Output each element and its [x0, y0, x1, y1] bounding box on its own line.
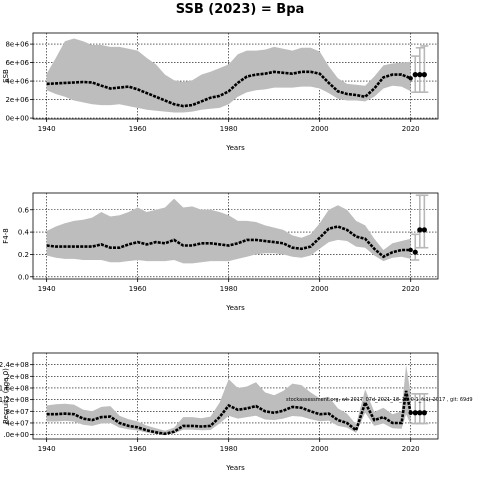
- recruitment-forecast-point: [417, 410, 423, 416]
- recruitment-xlabel: Years: [225, 464, 245, 472]
- fbar-xtick-label: 2020: [402, 285, 420, 293]
- ssb-confidence-band: [46, 38, 411, 113]
- fbar-forecast-point: [417, 227, 423, 233]
- ssb-ytick-label: 0e+00: [5, 115, 29, 123]
- fbar-xtick-label: 1980: [220, 285, 238, 293]
- ssb-xlabel: Years: [225, 144, 245, 152]
- fbar-ytick-label: 0.2: [18, 251, 29, 259]
- fbar-ytick-label: 0.4: [18, 229, 30, 237]
- fbar-estimate-line: [46, 225, 411, 259]
- recruitment-ytick-label: 1.2e+08: [0, 396, 29, 404]
- fbar-forecast-point: [421, 227, 427, 233]
- recruitment-xtick-label: 1980: [220, 445, 238, 453]
- recruitment-ytick-label: 4e+07: [5, 419, 29, 427]
- recruitment-estimate-line: [46, 390, 412, 436]
- fbar-frame: [32, 192, 439, 280]
- recruitment-xtick-label: 2020: [402, 445, 420, 453]
- fbar-confidence-band: [46, 198, 411, 264]
- recruitment-last-point: [408, 410, 413, 415]
- recruitment-forecast-point: [412, 410, 418, 416]
- fbar-xlabel: Years: [225, 304, 245, 312]
- ssb-panel: 1940 1960 1980 2000 2020 0e+00 2e+06 4e+06 6e+06…: [2, 32, 439, 152]
- recruitment-frame: [32, 352, 439, 440]
- ssb-forecast-point: [412, 72, 418, 78]
- fbar-panel: 1940 1960 1980 2000 2020 0.0 0.2 0.4 0.6 Years F4-…: [2, 192, 439, 312]
- fbar-xtick-label: 1940: [38, 285, 56, 293]
- recruitment-ytick-label: .0e+00: [3, 431, 29, 439]
- recruitment-xtick-label: 1940: [38, 445, 56, 453]
- ssb-ytick-label: 2e+06: [5, 96, 29, 104]
- fbar-last-point: [408, 247, 413, 253]
- fbar-ylabel: F4-8: [2, 228, 10, 243]
- recruitment-ylabel: Recruits (age 0): [2, 368, 10, 424]
- ssb-frame: [32, 32, 439, 120]
- fbar-xtick-label: 2000: [311, 285, 329, 293]
- recruitment-ytick-label: 2e+08: [5, 373, 29, 381]
- fbar-ytick-label: 0.6: [18, 206, 30, 214]
- ssb-forecast-point: [421, 72, 427, 78]
- fbar-forecast-point: [412, 249, 418, 255]
- ssb-xtick-label: 1940: [38, 125, 56, 133]
- recruitment-confidence-band: [46, 364, 411, 435]
- ssb-xtick-label: 2020: [402, 125, 420, 133]
- recruitment-forecast-point: [421, 410, 427, 416]
- ssb-xtick-label: 2000: [311, 125, 329, 133]
- ssb-xtick-label: 1980: [220, 125, 238, 133]
- fbar-xtick-label: 1960: [129, 285, 147, 293]
- recruitment-ytick-label: 8e+07: [5, 408, 29, 416]
- figure-title: SSB (2023) = Bpa: [176, 2, 305, 17]
- ssb-forecast-point: [417, 72, 423, 78]
- ssb-ytick-label: 8e+06: [5, 41, 29, 49]
- ssb-ylabel: SSB: [2, 69, 10, 83]
- ssb-xtick-label: 1960: [129, 125, 147, 133]
- fbar-ytick-label: 0.0: [18, 273, 29, 281]
- recruitment-panel: 1940 1960 1980 2000 2020 .0e+00 4e+07 8e+07 1.2e…: [0, 352, 439, 472]
- recruitment-xtick-label: 2000: [311, 445, 329, 453]
- recruitment-ytick-label: 1.6e+08: [0, 384, 29, 392]
- ssb-ytick-label: 4e+06: [5, 78, 29, 86]
- provenance-note: stockassessment.org, wk 2017_07d_2021_18…: [286, 397, 473, 403]
- recruitment-ytick-label: 2.4e+08: [0, 361, 29, 369]
- ssb-last-point: [408, 76, 413, 81]
- ssb-estimate-line: [46, 70, 412, 108]
- ssb-ytick-label: 6e+06: [5, 59, 29, 67]
- recruitment-xtick-label: 1960: [129, 445, 147, 453]
